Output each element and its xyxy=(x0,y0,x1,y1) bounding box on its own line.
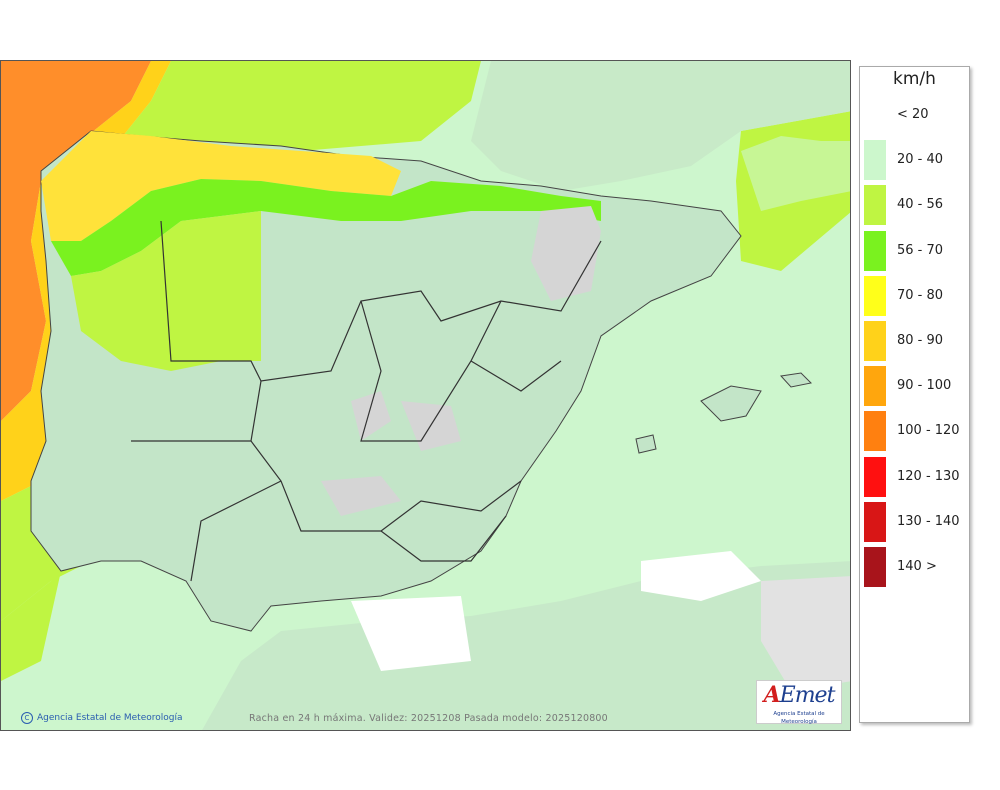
legend-item: 100 - 120 xyxy=(864,411,968,452)
menorca xyxy=(780,372,813,388)
legend-swatch xyxy=(864,140,886,181)
legend-label: 90 - 100 xyxy=(897,378,952,394)
legend-swatch xyxy=(864,456,886,497)
atlantic-south-40-56 xyxy=(1,571,61,681)
legend-item: 120 - 130 xyxy=(864,456,968,497)
legend-label: 140 > xyxy=(897,559,937,574)
legend-label: < 20 xyxy=(897,107,929,122)
legend-swatch xyxy=(864,547,886,587)
legend-unit: km/h xyxy=(893,69,936,89)
legend-label: 20 - 40 xyxy=(897,152,944,168)
map-caption: Racha en 24 h máxima. Validez: 20251208 … xyxy=(249,713,608,724)
legend-item: 56 - 70 xyxy=(864,230,968,271)
legend-item: < 20 xyxy=(864,95,968,135)
legend-label: 56 - 70 xyxy=(897,242,944,258)
legend-item: 70 - 80 xyxy=(864,275,968,316)
legend-item: 130 - 140 xyxy=(864,501,968,542)
north-africa-calm-2 xyxy=(641,551,761,601)
legend-item: 20 - 40 xyxy=(864,140,968,181)
map-legend: km/h < 20 20 - 40 40 - 56 56 - 70 70 - 80 80 … xyxy=(859,66,970,723)
legend-swatch xyxy=(864,501,886,542)
legend-swatch xyxy=(864,230,886,271)
legend-swatch xyxy=(864,275,886,316)
legend-item: 90 - 100 xyxy=(864,366,968,407)
terrain-central xyxy=(351,391,391,441)
wind-gust-map[interactable]: C Agencia Estatal de Meteorología Racha e… xyxy=(0,60,851,731)
legend-label: 70 - 80 xyxy=(897,287,944,303)
atlantic-gust-zone-100-120 xyxy=(1,61,151,421)
legend-label: 130 - 140 xyxy=(897,513,960,529)
legend-item: 140 > xyxy=(864,547,968,587)
terrain-sierra-nevada xyxy=(321,476,401,516)
legend-label: 80 - 90 xyxy=(897,333,944,348)
ibiza xyxy=(635,434,657,454)
legend-swatch xyxy=(864,95,886,135)
legend-swatch xyxy=(864,366,886,407)
legend-label: 100 - 120 xyxy=(897,423,960,439)
north-coast-80-90 xyxy=(41,131,401,241)
atlantic-gust-zone-40-56 xyxy=(1,61,481,621)
legend-label: 120 - 130 xyxy=(897,468,960,484)
north-africa-land xyxy=(202,561,850,730)
agency-credit: C Agencia Estatal de Meteorología xyxy=(21,712,183,724)
north-coast-56-70 xyxy=(51,179,601,276)
copyright-icon: C xyxy=(21,712,33,724)
legend-swatch xyxy=(864,321,886,361)
aemet-logo: AEmet Agencia Estatal de Meteorología xyxy=(756,680,842,725)
map-canvas xyxy=(1,61,850,730)
legend-label: 40 - 56 xyxy=(897,197,944,213)
legend-swatch xyxy=(864,411,886,452)
legend-item: 80 - 90 xyxy=(864,321,968,361)
coastal-water xyxy=(741,136,850,211)
north-africa-grey xyxy=(761,576,850,691)
region-borders xyxy=(131,220,602,582)
logo-wordmark: AEmet xyxy=(763,682,836,708)
legend-swatch xyxy=(864,185,886,226)
terrain-pyrenees xyxy=(531,206,601,301)
mallorca xyxy=(700,385,762,422)
legend-item: 40 - 56 xyxy=(864,185,968,226)
north-africa-calm-1 xyxy=(351,596,471,671)
logo-subtitle: Agencia Estatal de Meteorología xyxy=(773,711,825,725)
france-land xyxy=(471,61,850,191)
agency-credit-text: Agencia Estatal de Meteorología xyxy=(37,713,183,723)
